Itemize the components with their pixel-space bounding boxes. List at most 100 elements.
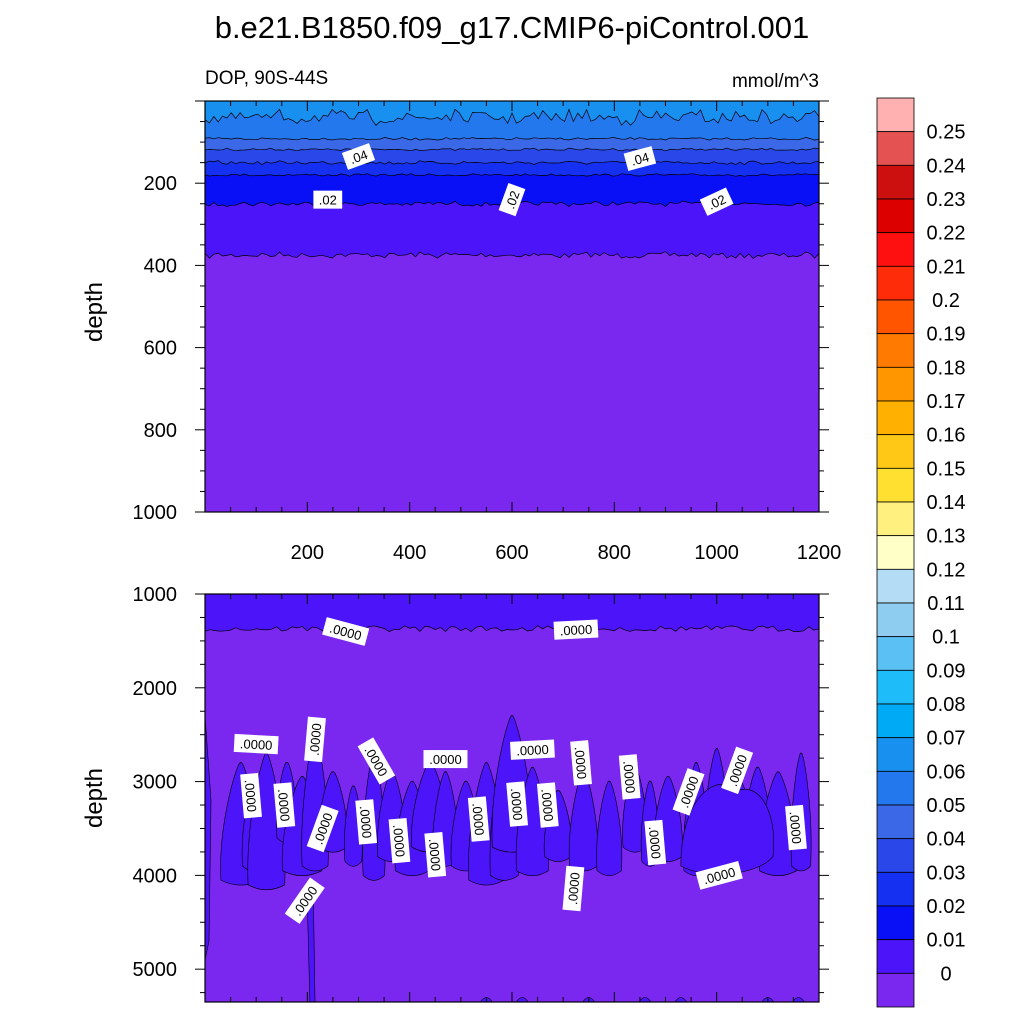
upper-x-tick-label: 400 xyxy=(393,542,426,564)
upper-contour-label-text: .02 xyxy=(319,193,337,208)
colorbar-label: 0.13 xyxy=(927,526,966,548)
lower-top-band xyxy=(205,594,819,632)
lower-contour-label-box xyxy=(357,737,396,785)
colorbar-label: 0.05 xyxy=(927,795,966,817)
colorbar-swatch xyxy=(876,501,915,537)
lower-contour-label-box xyxy=(618,754,641,800)
upper-contour-label-box xyxy=(699,187,734,216)
lower-contour-label-box xyxy=(721,746,754,795)
upper-contour-line-0.05 xyxy=(204,147,820,152)
lower-contour-label-text: .0000 xyxy=(620,760,638,794)
lower-contour-label-text: .0000 xyxy=(469,802,487,836)
lower-contour-label: .0000 xyxy=(553,619,599,640)
lower-contour-label-box xyxy=(240,772,262,819)
upper-contour-label-text: .04 xyxy=(348,147,370,167)
chart-title: b.e21.B1850.f09_g17.CMIP6-piControl.001 xyxy=(215,10,810,45)
colorbar-label: 0.23 xyxy=(927,189,966,211)
lower-contour-label-text: .0000 xyxy=(787,811,805,845)
upper-contour-line-0.06 xyxy=(204,137,820,141)
colorbar-label: 0.06 xyxy=(927,761,966,783)
lower-contour-label-box xyxy=(355,799,378,845)
lower-contour-label-box xyxy=(304,716,326,763)
lower-contour-label: .0000 xyxy=(355,799,378,845)
colorbar-label: 0.24 xyxy=(927,155,966,177)
upper-contour-line-0.03 xyxy=(204,173,819,177)
chart-subtitle-right: mmol/m^3 xyxy=(732,71,819,92)
lower-contour-label-box xyxy=(306,804,339,853)
lower-contour-label-box xyxy=(570,740,592,786)
colorbar-swatch xyxy=(876,972,915,1008)
colorbar-label: 0.09 xyxy=(927,660,966,682)
lower-y-tick-label: 3000 xyxy=(133,772,178,794)
lower-contour-label-box xyxy=(510,739,555,760)
lower-contour-label: .0000 xyxy=(304,716,326,763)
lower-contour-blob xyxy=(596,781,623,876)
upper-contour-label-text: .02 xyxy=(502,189,522,211)
upper-contour-label-box xyxy=(341,143,376,170)
lower-contour-blob xyxy=(568,771,599,872)
colorbar-label: 0.18 xyxy=(927,357,966,379)
colorbar-swatch xyxy=(876,905,915,941)
colorbar-label: 0.22 xyxy=(927,223,966,245)
lower-contour-label-text: .0000 xyxy=(275,788,293,822)
colorbar-label: 0.12 xyxy=(927,559,966,581)
colorbar-swatch xyxy=(876,770,915,806)
lower-contour-label-text: .0000 xyxy=(307,723,325,757)
colorbar-swatch xyxy=(876,467,915,503)
colorbar-label: 0.25 xyxy=(927,122,966,144)
upper-x-tick-label: 1200 xyxy=(797,542,842,564)
colorbar-label: 0.04 xyxy=(927,829,966,851)
colorbar-label: 0.2 xyxy=(932,290,960,312)
upper-y-tick-label: 1000 xyxy=(133,502,178,524)
lower-contour-label-text: .0000 xyxy=(565,872,583,906)
lower-contour-label-box xyxy=(553,619,599,640)
colorbar-label: 0.08 xyxy=(927,694,966,716)
upper-contour-line-0.01 xyxy=(204,251,820,259)
chart-subtitle-left: DOP, 90S-44S xyxy=(205,68,328,89)
lower-contour-label: .0000 xyxy=(467,796,490,842)
colorbar-swatch xyxy=(876,804,915,840)
lower-contour-label: .0000 xyxy=(240,772,262,819)
colorbar-swatch xyxy=(876,198,915,234)
upper-x-tick-label: 600 xyxy=(495,542,528,564)
lower-y-tick-label: 4000 xyxy=(133,865,178,887)
colorbar-label: 0.21 xyxy=(927,256,966,278)
lower-contour-label-text: .0000 xyxy=(538,788,556,822)
lower-contour-label: .0000 xyxy=(562,865,585,912)
lower-contour-label-box xyxy=(273,782,296,828)
lower-contour-label-text: .0000 xyxy=(429,752,462,767)
upper-contour-label: .02 xyxy=(313,190,343,209)
upper-y-tick-label: 600 xyxy=(144,338,177,360)
colorbar-swatch xyxy=(876,669,915,705)
lower-contour-label: .0000 xyxy=(423,750,468,769)
lower-contour-label-box xyxy=(785,804,807,851)
upper-y-tick-label: 400 xyxy=(144,255,177,277)
colorbar-swatch xyxy=(876,265,915,301)
colorbar-label: 0.11 xyxy=(927,593,964,615)
colorbar-swatch xyxy=(876,299,915,335)
colorbar-label: 0.01 xyxy=(927,930,966,952)
lower-contour-label: .0000 xyxy=(233,733,279,755)
lower-contour-label-text: .0000 xyxy=(559,622,592,639)
lower-contour-label-text: .0000 xyxy=(390,824,408,858)
lower-y-tick-label: 1000 xyxy=(133,584,178,606)
colorbar-swatch xyxy=(876,939,915,974)
lower-contour-label-box xyxy=(388,817,411,864)
lower-contour-label-box xyxy=(467,796,490,842)
lower-contour-label-text: .0000 xyxy=(426,838,444,872)
colorbar-swatch xyxy=(876,636,915,671)
lower-contour-label: .0000 xyxy=(388,817,411,864)
colorbar-swatch xyxy=(876,737,915,772)
lower-contour-label: .0000 xyxy=(322,617,370,646)
lower-contour-label: .0000 xyxy=(785,804,807,851)
colorbar: 0.25 0.24 0.23 0.22 0.21 0.2 0.19 0.18 0.17 0.16 0… xyxy=(876,97,966,1008)
lower-contour-label-text: .0000 xyxy=(646,826,664,860)
lower-contour-label: .0000 xyxy=(618,754,641,800)
upper-contour-label-box xyxy=(313,190,343,209)
lower-contour-label-text: .0000 xyxy=(239,736,272,753)
colorbar-label: 0.02 xyxy=(927,896,966,918)
lower-contour-label-box xyxy=(695,860,743,890)
lower-contour-label-box xyxy=(423,750,468,769)
colorbar-swatch xyxy=(876,131,915,166)
